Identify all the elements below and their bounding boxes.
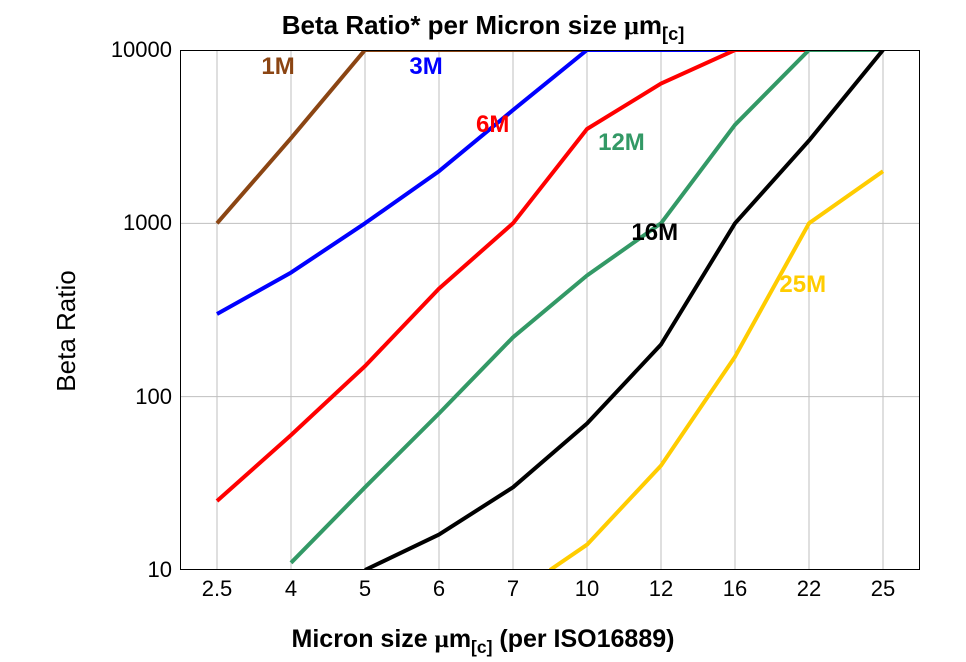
x-tick-label: 25 [871, 576, 895, 602]
y-tick-label: 10000 [92, 37, 172, 63]
x-tick-label: 22 [797, 576, 821, 602]
xlabel-text: Micron size μm[c] (per ISO16889) [292, 625, 675, 653]
series-label-1M: 1M [261, 53, 294, 81]
plot-area [180, 50, 920, 570]
x-tick-label: 7 [507, 576, 519, 602]
x-tick-label: 6 [433, 576, 445, 602]
series-label-3M: 3M [409, 53, 442, 81]
title-text: Beta Ratio* per Micron size μm[c] [282, 10, 685, 40]
series-label-25M: 25M [779, 271, 826, 299]
x-tick-label: 4 [285, 576, 297, 602]
x-tick-label: 5 [359, 576, 371, 602]
series-label-12M: 12M [598, 129, 645, 157]
chart-svg [180, 50, 920, 570]
y-tick-label: 1000 [92, 210, 172, 236]
y-axis-label: Beta Ratio [51, 270, 82, 391]
y-tick-label: 10 [92, 557, 172, 583]
series-label-6M: 6M [476, 111, 509, 139]
x-tick-label: 10 [575, 576, 599, 602]
x-tick-label: 2.5 [202, 576, 233, 602]
series-label-16M: 16M [631, 219, 678, 247]
x-tick-label: 16 [723, 576, 747, 602]
y-tick-label: 100 [92, 384, 172, 410]
x-tick-label: 12 [649, 576, 673, 602]
x-axis-label: Micron size μm[c] (per ISO16889) [0, 625, 966, 658]
